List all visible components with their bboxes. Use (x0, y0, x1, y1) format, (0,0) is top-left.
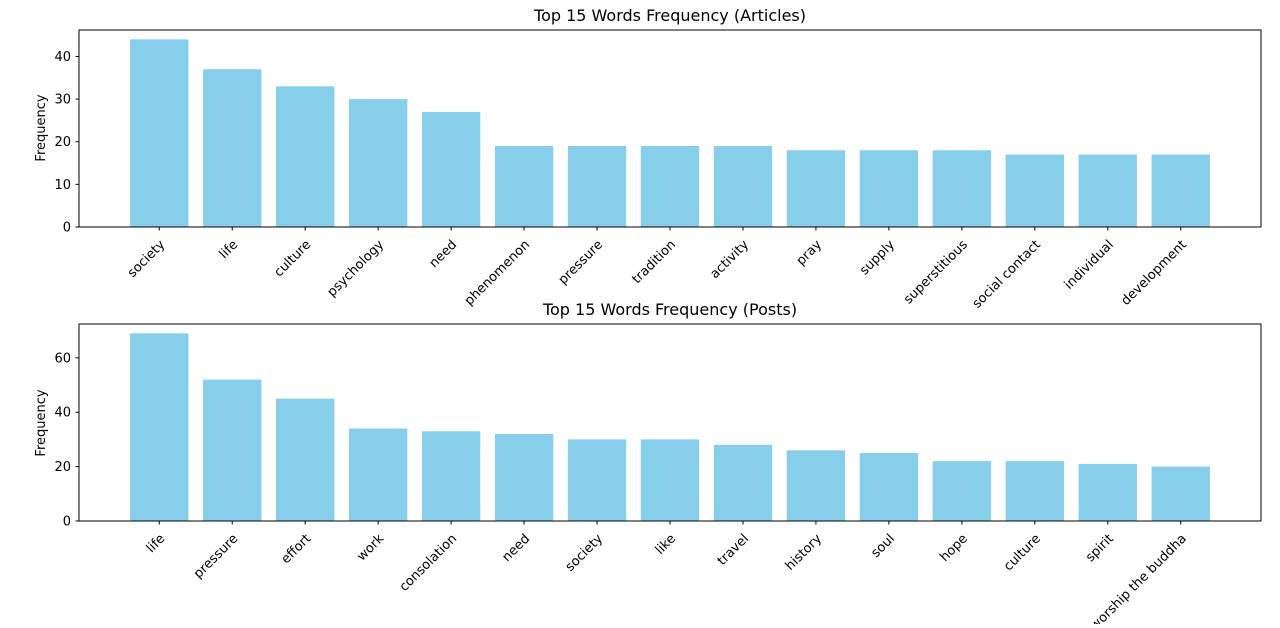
bar-spirit (1078, 463, 1137, 521)
x-tick-label: society (125, 237, 169, 281)
bar-activity (713, 145, 773, 227)
y-tick-label: 60 (54, 351, 71, 366)
x-tick-label: pressure (191, 531, 241, 581)
x-tick-label: need (427, 237, 461, 271)
bar-culture (276, 86, 335, 228)
bar-development (1151, 154, 1210, 227)
x-tick-label: effort (279, 531, 315, 567)
bar-group (130, 39, 1210, 228)
y-tick-label: 0 (63, 221, 71, 236)
x-tick-label: social contact (970, 237, 1044, 311)
bar-pray (786, 150, 846, 227)
x-tick-label: hope (937, 531, 971, 565)
bar-society (130, 39, 189, 227)
chart-title: Top 15 Words Frequency (Posts) (542, 300, 797, 319)
x-tick-label: pray (794, 237, 826, 269)
bar-work (348, 428, 408, 521)
bar-need (494, 433, 554, 521)
x-tick-label: spirit (1083, 531, 1117, 565)
y-axis-ticks: 0 10 20 30 40 (54, 50, 79, 236)
bar-tradition (640, 145, 700, 227)
x-tick-label: superstitious (901, 237, 971, 307)
x-tick-label: life (217, 237, 242, 262)
bar-need (421, 111, 481, 227)
x-tick-label: history (783, 531, 825, 573)
x-tick-label: work (354, 531, 387, 564)
y-tick-label: 20 (54, 460, 71, 475)
bar-individual (1078, 154, 1137, 227)
x-tick-label: need (500, 531, 534, 565)
bar-society (567, 439, 627, 521)
x-tick-label: phenomenon (462, 237, 533, 308)
bar-history (786, 450, 846, 521)
x-tick-label: like (653, 531, 679, 557)
y-tick-label: 20 (54, 135, 71, 150)
bar-hope (932, 461, 992, 521)
plot-frame (78, 29, 1262, 228)
y-axis-ticks: 0 20 40 60 (54, 351, 79, 530)
plot-frame (78, 323, 1262, 522)
x-tick-label: travel (715, 531, 752, 568)
bar-phenomenon (494, 145, 554, 227)
bar-consolation (421, 431, 481, 521)
x-tick-label: culture (272, 237, 315, 280)
chart-title: Top 15 Words Frequency (Articles) (533, 6, 806, 25)
x-tick-label: soul (869, 531, 898, 560)
y-tick-label: 40 (54, 406, 71, 421)
bar-psychology (348, 99, 408, 227)
y-axis-label: Frequency (34, 94, 49, 161)
y-axis-label: Frequency (34, 389, 49, 456)
y-tick-label: 10 (54, 178, 71, 193)
posts-chart: Top 15 Words Frequency (Posts) Frequency… (34, 300, 1262, 624)
x-axis-ticks: life pressure effort work consolation need soc… (144, 521, 1190, 624)
x-tick-label: development (1119, 237, 1190, 308)
x-tick-label: supply (857, 237, 898, 278)
bar-group (130, 333, 1210, 521)
x-tick-label: psychology (325, 237, 388, 300)
y-tick-label: 30 (54, 93, 71, 108)
bar-like (640, 439, 700, 521)
bar-life (130, 333, 189, 521)
bar-pressure (567, 145, 627, 227)
y-tick-label: 40 (54, 50, 71, 65)
x-tick-label: life (144, 531, 169, 556)
bar-superstitious (932, 150, 992, 227)
bar-life (203, 69, 262, 228)
bar-supply (859, 150, 919, 227)
x-tick-label: culture (1001, 531, 1044, 574)
bar-soul (859, 453, 919, 521)
x-axis-ticks: society life culture psychology need phenomen… (125, 227, 1190, 312)
bar-social-contact (1005, 154, 1064, 227)
bar-travel (713, 444, 773, 521)
x-tick-label: activity (708, 237, 753, 282)
bar-effort (276, 398, 335, 521)
x-tick-label: consolation (397, 531, 460, 594)
x-tick-label: individual (1062, 237, 1117, 292)
x-tick-label: tradition (629, 237, 679, 287)
articles-chart: Top 15 Words Frequency (Articles) Freque… (34, 6, 1262, 312)
bar-culture (1005, 461, 1064, 521)
y-tick-label: 0 (63, 515, 71, 530)
x-tick-label: society (563, 531, 607, 575)
bar-pressure (203, 379, 262, 521)
bar-worship-the-buddha (1151, 466, 1210, 521)
x-tick-label: pressure (556, 237, 606, 287)
